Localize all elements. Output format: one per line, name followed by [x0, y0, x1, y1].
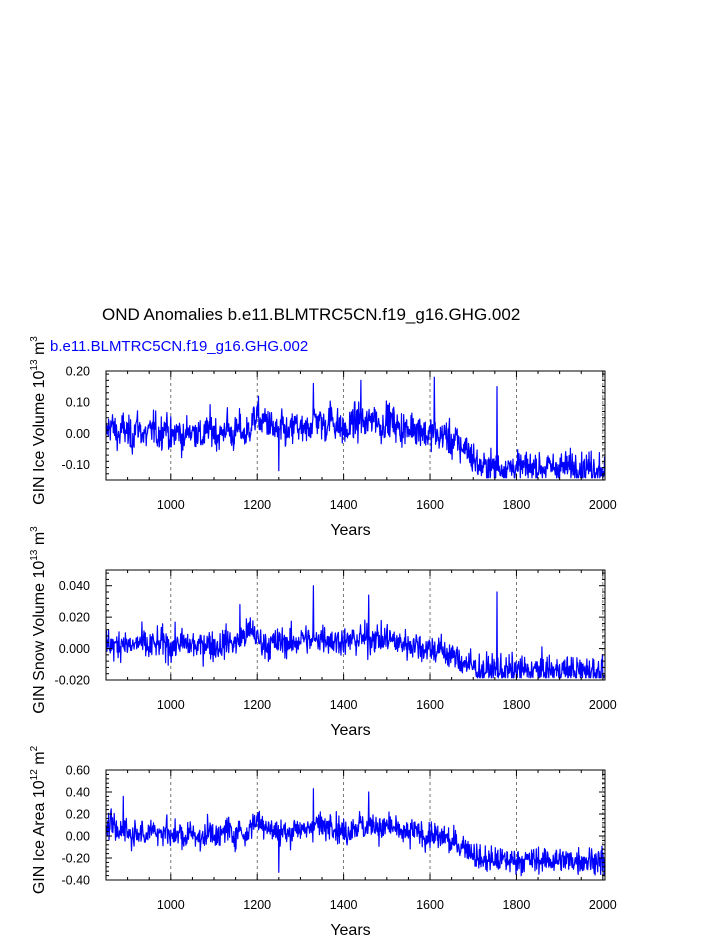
- x-axis-title: Years: [330, 922, 370, 935]
- y-tick-label-0.40: 0.40: [66, 786, 90, 800]
- panel-3: 1000 1200 1400 1600 1800 2000 0.60 0.40 0.20 0.00…: [29, 745, 617, 935]
- y-axis-title: GIN Ice Volume 1013 m3: [29, 336, 48, 505]
- x-tick-label-1800: 1800: [503, 698, 531, 712]
- figure-title: OND Anomalies b.e11.BLMTRC5CN.f19_g16.GH…: [102, 305, 521, 324]
- x-tick-label-1200: 1200: [243, 698, 271, 712]
- y-tick-label--0.10: -0.10: [62, 458, 91, 472]
- y-tick-label-0.00: 0.00: [66, 830, 90, 844]
- y-axis-unit-exponent: 13: [29, 359, 40, 371]
- y-axis-label: GIN Ice Volume 10: [31, 370, 48, 504]
- y-tick-label-0.10: 0.10: [66, 396, 90, 410]
- x-tick-label-1600: 1600: [416, 698, 444, 712]
- x-tick-label-1600: 1600: [416, 498, 444, 512]
- y-axis-unit-power: 2: [29, 745, 40, 751]
- series-line: [105, 788, 606, 877]
- x-tick-label-1200: 1200: [243, 898, 271, 912]
- plot-frame: [105, 569, 606, 681]
- x-tick-label-2000: 2000: [589, 498, 617, 512]
- x-tick-label-1400: 1400: [330, 698, 358, 712]
- plot-frame: [105, 370, 606, 481]
- y-tick-label-0.000: 0.000: [59, 642, 90, 656]
- y-tick-label-0.020: 0.020: [59, 611, 90, 625]
- y-axis-unit-exponent: 13: [29, 549, 40, 561]
- y-axis-unit-exponent: 12: [29, 769, 40, 781]
- x-tick-label-1000: 1000: [157, 698, 185, 712]
- y-axis-unit: m: [31, 342, 48, 360]
- x-tick-label-1000: 1000: [157, 498, 185, 512]
- y-axis-title: GIN Snow Volume 1013 m3: [29, 526, 48, 714]
- x-tick-label-1600: 1600: [416, 898, 444, 912]
- series-line: [105, 585, 606, 679]
- y-tick-label--0.020: -0.020: [55, 674, 90, 688]
- y-axis-unit: m: [31, 532, 48, 550]
- panel-1: 1000 1200 1400 1600 1800 2000 0.20 0.10 0.00 -0.1…: [29, 336, 617, 539]
- plot-frame: [105, 769, 606, 881]
- x-tick-label-1800: 1800: [503, 898, 531, 912]
- y-tick-label--0.40: -0.40: [62, 874, 91, 888]
- x-axis-title: Years: [330, 722, 370, 739]
- y-axis-label: GIN Ice Area 10: [31, 780, 48, 894]
- x-tick-label-1800: 1800: [503, 498, 531, 512]
- x-axis-title: Years: [330, 522, 370, 539]
- x-tick-label-2000: 2000: [589, 698, 617, 712]
- y-tick-label-0.60: 0.60: [66, 764, 90, 778]
- y-tick-label--0.20: -0.20: [62, 852, 91, 866]
- y-tick-label-0.20: 0.20: [66, 808, 90, 822]
- series-line: [105, 376, 606, 479]
- x-tick-label-1200: 1200: [243, 498, 271, 512]
- y-axis-unit: m: [31, 751, 48, 769]
- y-axis-unit-power: 3: [29, 336, 40, 342]
- panel-2: 1000 1200 1400 1600 1800 2000 0.040 0.020 0.000 -…: [29, 526, 617, 739]
- x-tick-label-1400: 1400: [330, 898, 358, 912]
- y-tick-label-0.040: 0.040: [59, 579, 90, 593]
- y-tick-label-0.00: 0.00: [66, 427, 90, 441]
- x-tick-label-1000: 1000: [157, 898, 185, 912]
- y-tick-label-0.20: 0.20: [66, 365, 90, 379]
- x-tick-label-2000: 2000: [589, 898, 617, 912]
- y-axis-title: GIN Ice Area 1012 m2: [29, 745, 48, 894]
- y-axis-label: GIN Snow Volume 10: [31, 561, 48, 714]
- y-axis-unit-power: 3: [29, 526, 40, 532]
- x-tick-label-1400: 1400: [330, 498, 358, 512]
- case-label: b.e11.BLMTRC5CN.f19_g16.GHG.002: [50, 338, 309, 355]
